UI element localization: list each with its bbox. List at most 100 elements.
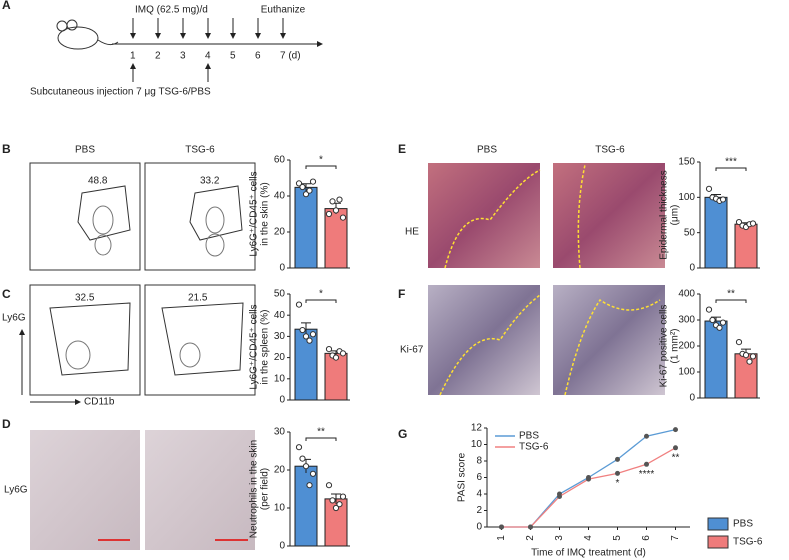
image-title: TSG-6 [595, 145, 625, 156]
data-point [339, 214, 347, 221]
day-label: 4 [205, 51, 211, 62]
panel-label: E [398, 142, 406, 156]
y-tick-label: 10 [274, 373, 286, 384]
data-point [705, 306, 713, 313]
data-point [309, 470, 317, 477]
x-tick-label: 6 [641, 535, 652, 541]
data-point [332, 504, 340, 512]
day-label: 1 [130, 51, 136, 62]
day-label: 3 [180, 51, 186, 62]
data-point [709, 316, 716, 324]
line [501, 447, 676, 528]
bar [704, 320, 728, 399]
legend-label: TSG-6 [733, 537, 763, 548]
data-point [735, 218, 743, 226]
y-axis-label: (1 mm²) [670, 329, 681, 364]
y-tick-label: 0 [689, 263, 695, 274]
data-point [299, 326, 306, 334]
data-point [306, 187, 313, 194]
data-point [336, 196, 343, 203]
y-axis-label: in the spleen (%) [260, 309, 271, 384]
bar [294, 186, 318, 269]
data-point [339, 493, 347, 500]
data-point [339, 350, 347, 357]
data-point [719, 196, 727, 203]
data-point [329, 497, 336, 504]
y-tick-label: 0 [476, 522, 482, 533]
gate-value: 33.2 [200, 176, 220, 187]
y-tick-label: 300 [678, 315, 695, 326]
gate-value: 32.5 [75, 293, 95, 304]
y-axis-label: in the skin (%) [260, 182, 271, 245]
y-axis-label: Neutrophils in the skin [249, 440, 260, 538]
error-bar [331, 493, 341, 504]
y-tick-label: 0 [279, 263, 285, 274]
data-point [332, 354, 340, 361]
y-tick-label: 200 [678, 341, 695, 352]
data-point [735, 339, 743, 346]
y-axis-label: Epidermal thickness [659, 170, 670, 259]
day-label: 7 (d) [280, 51, 301, 62]
line-point [673, 445, 678, 451]
legend-swatch [707, 517, 729, 531]
data-point [295, 180, 303, 187]
day-label: 6 [255, 51, 261, 62]
data-point [336, 501, 343, 508]
significance: ** [727, 289, 735, 300]
day-label: 2 [155, 51, 161, 62]
x-tick-label: 3 [554, 535, 565, 541]
panel-label: D [2, 417, 11, 431]
y-tick-label: 0 [279, 541, 285, 552]
line-point [644, 461, 649, 467]
x-tick-label: 7 [670, 535, 681, 541]
data-point [705, 185, 713, 192]
y-axis-label: (μm) [670, 205, 681, 226]
flow-plots [19, 162, 256, 405]
line-point [644, 433, 649, 439]
bar [294, 465, 318, 547]
line-point [615, 456, 620, 462]
bar [294, 328, 318, 401]
data-point [309, 331, 317, 338]
y-axis-label: (per field) [260, 468, 271, 510]
data-point [295, 444, 303, 451]
data-point [299, 455, 306, 462]
axis-label: Ly6G [2, 313, 26, 324]
data-point [329, 198, 336, 205]
data-point [325, 482, 333, 489]
annotation: * [616, 478, 620, 489]
injection-label: Subcutaneous injection 7 μg TSG-6/PBS [30, 87, 211, 98]
legend-swatch [707, 535, 729, 549]
significance-bracket [305, 437, 337, 441]
gate-value: 21.5 [188, 293, 208, 304]
line-point [586, 476, 591, 482]
micrographs [30, 163, 665, 550]
significance-bracket [715, 167, 747, 171]
bar [704, 196, 728, 269]
y-tick-label: 400 [678, 289, 695, 300]
y-tick-label: 100 [678, 192, 695, 203]
legend-label: PBS [733, 519, 753, 530]
gate-value: 48.8 [88, 176, 108, 187]
significance-bracket [305, 165, 337, 169]
mouse-icon [56, 19, 119, 50]
significance: *** [725, 157, 737, 168]
data-point [716, 324, 723, 331]
y-tick-label: 0 [689, 393, 695, 404]
data-point [719, 319, 727, 326]
data-point [306, 337, 313, 344]
y-tick-label: 12 [471, 423, 483, 434]
bar [734, 353, 758, 399]
line-point [499, 524, 504, 530]
y-axis-label: Ki-67 positive cells [659, 305, 670, 388]
y-tick-label: 50 [684, 227, 696, 238]
y-tick-label: 8 [476, 456, 482, 467]
x-tick-label: 2 [525, 535, 536, 541]
y-tick-label: 100 [678, 367, 695, 378]
y-tick-label: 20 [274, 352, 286, 363]
line-point [528, 524, 533, 530]
data-point [746, 358, 753, 365]
axis-label: CD11b [84, 397, 115, 408]
annotation: ** [672, 452, 680, 463]
image-title: PBS [75, 145, 95, 156]
